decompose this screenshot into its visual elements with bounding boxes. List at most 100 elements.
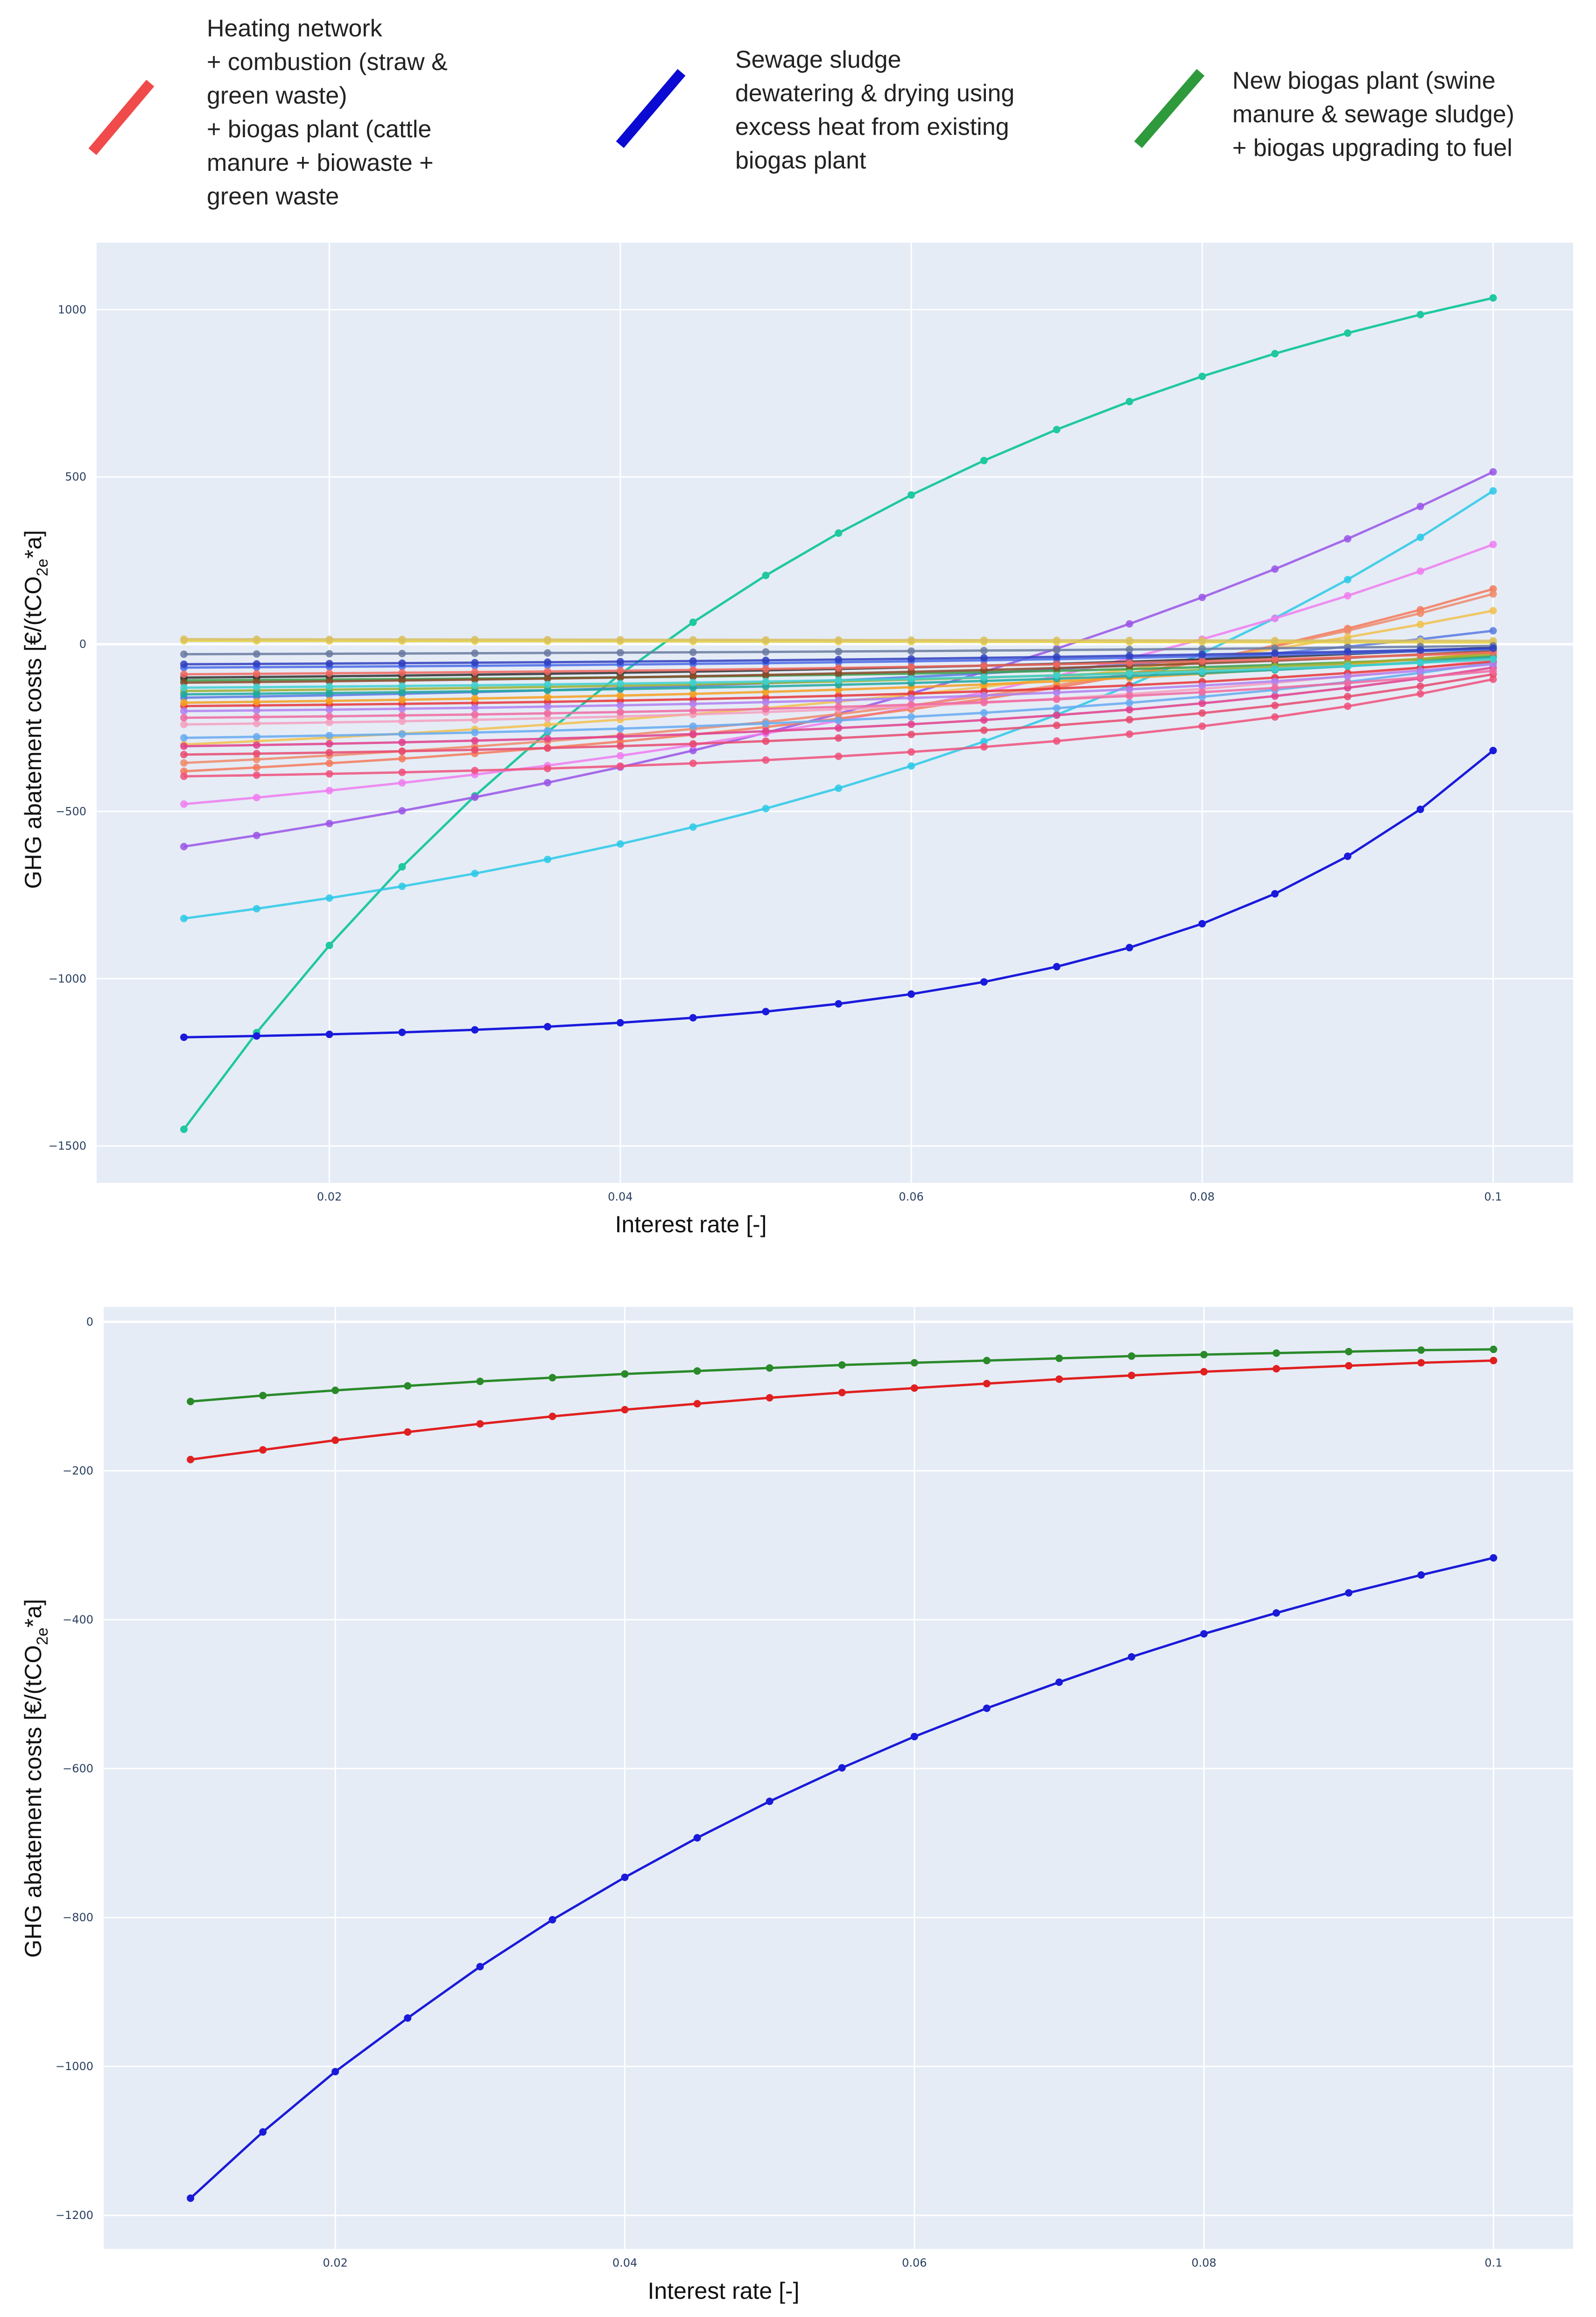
top-chart-data-point <box>689 730 697 738</box>
top-chart-data-point <box>762 756 770 764</box>
top-chart-data-point <box>253 831 260 839</box>
top-chart-data-point <box>616 685 624 693</box>
top-chart-data-point <box>180 751 188 758</box>
top-chart-data-point <box>398 755 406 763</box>
top-chart-series-grey-blue <box>180 642 1497 658</box>
top-chart-data-point <box>1198 709 1206 717</box>
top-chart-data-point <box>325 677 333 685</box>
top-chart-data-point <box>1489 590 1497 598</box>
top-chart-data-point <box>544 693 552 701</box>
top-chart-data-point <box>471 688 479 695</box>
bottom-chart-y-tick-label: −600 <box>63 1762 93 1775</box>
legend-sewage-line-3: excess heat from existing <box>735 113 1009 140</box>
top-chart-y-axis-title: GHG abatement costs [€/(tCO2e*a] <box>20 530 51 889</box>
bottom-chart-data-point <box>1345 1589 1353 1597</box>
top-chart-data-point <box>1198 722 1206 730</box>
top-chart-data-point <box>1198 699 1206 707</box>
bottom-chart-series-heating-network-combustion-biogas-plant <box>187 1356 1498 1464</box>
top-chart-data-point <box>1053 704 1061 712</box>
top-chart-data-point <box>1053 722 1061 730</box>
top-chart-data-point <box>689 648 697 656</box>
top-chart-data-point <box>835 647 843 655</box>
bottom-chart-gridlines <box>104 1307 1573 2249</box>
bottom-chart-y-title-sub: 2e <box>34 1628 51 1645</box>
top-chart-data-point <box>325 635 333 643</box>
top-chart-data-point <box>616 692 624 700</box>
top-chart-data-point <box>835 656 843 664</box>
top-chart-data-point <box>471 746 479 754</box>
top-chart-y-tick-label: 1000 <box>58 303 86 316</box>
bottom-chart-data-point <box>1200 1630 1208 1638</box>
top-chart-data-point <box>762 571 770 579</box>
top-chart-data-point <box>689 700 697 708</box>
top-chart-data-point <box>325 770 333 778</box>
top-chart-data-point <box>1271 677 1279 685</box>
top-chart-data-point <box>980 674 988 681</box>
top-chart-data-point <box>471 710 479 718</box>
legend-new-biogas-line-3: + biogas upgrading to fuel <box>1232 134 1512 161</box>
top-chart-data-point <box>180 800 188 808</box>
top-chart-data-point <box>1489 541 1497 548</box>
top-chart-data-point <box>1198 645 1206 653</box>
top-chart-data-point <box>835 716 843 724</box>
top-chart-data-point <box>1416 637 1424 645</box>
top-chart-data-point <box>1416 311 1424 319</box>
top-chart-series-coral <box>180 648 1497 678</box>
top-chart-data-point <box>980 636 988 644</box>
top-chart-data-point <box>471 793 479 801</box>
top-chart-data-point <box>980 698 988 706</box>
top-chart-data-point <box>1343 637 1351 645</box>
top-chart-data-point <box>762 656 770 664</box>
top-chart-data-point <box>471 668 479 676</box>
top-chart-data-point <box>907 647 915 655</box>
top-chart-data-point <box>762 1008 770 1016</box>
top-chart-data-point <box>544 735 552 743</box>
bottom-chart-y-tick-label: −800 <box>63 1911 93 1924</box>
top-chart-data-point <box>1271 649 1279 657</box>
top-chart-data-point <box>1198 593 1206 601</box>
top-chart-data-point <box>180 690 188 698</box>
top-chart-data-point <box>835 529 843 537</box>
top-chart-data-point <box>544 856 552 864</box>
top-chart-gridlines <box>97 243 1573 1183</box>
top-chart-data-point <box>471 659 479 667</box>
top-chart-data-point <box>616 649 624 657</box>
top-chart-data-point <box>907 990 915 998</box>
bottom-chart-data-point <box>476 1963 484 1971</box>
top-chart-data-point <box>1343 653 1351 661</box>
top-chart-data-point <box>980 692 988 700</box>
top-chart-data-point <box>1489 667 1497 675</box>
top-chart-data-point <box>1198 681 1206 689</box>
top-chart-data-point <box>1053 646 1061 654</box>
top-chart-data-point <box>1489 468 1497 476</box>
bottom-chart-data-point <box>1490 1356 1498 1364</box>
bottom-chart-data-point <box>983 1704 991 1712</box>
bottom-chart-data-point <box>331 1386 339 1394</box>
top-chart-data-point <box>398 882 406 890</box>
top-chart-data-point <box>1489 644 1497 652</box>
top-chart-data-point <box>1416 682 1424 690</box>
top-chart-data-point <box>398 635 406 643</box>
top-chart-data-point <box>1416 674 1424 681</box>
top-chart-data-point <box>689 679 697 687</box>
bottom-chart-data-point <box>1055 1375 1063 1383</box>
top-chart-data-point <box>1416 567 1424 575</box>
top-chart-data-point <box>253 755 260 763</box>
top-chart-data-point <box>471 870 479 878</box>
top-chart-data-point <box>398 688 406 696</box>
top-chart-data-point <box>907 491 915 499</box>
bottom-chart-data-point <box>1055 1678 1063 1686</box>
top-chart-data-point <box>471 681 479 689</box>
top-chart-data-point <box>1343 693 1351 701</box>
legend-heating-line-3: green waste) <box>207 82 347 109</box>
top-chart-data-point <box>1271 702 1279 709</box>
bottom-chart-data-point <box>1128 1653 1136 1661</box>
top-chart-data-point <box>180 772 188 780</box>
top-chart-x-tick-label: 0.1 <box>1484 1190 1502 1203</box>
top-chart-data-point <box>1125 706 1133 714</box>
top-chart-x-tick-label: 0.08 <box>1190 1190 1215 1203</box>
top-chart-data-point <box>1125 685 1133 693</box>
top-chart-data-point <box>1125 716 1133 723</box>
bottom-chart-data-point <box>1490 1345 1498 1353</box>
top-chart-data-point <box>907 748 915 756</box>
